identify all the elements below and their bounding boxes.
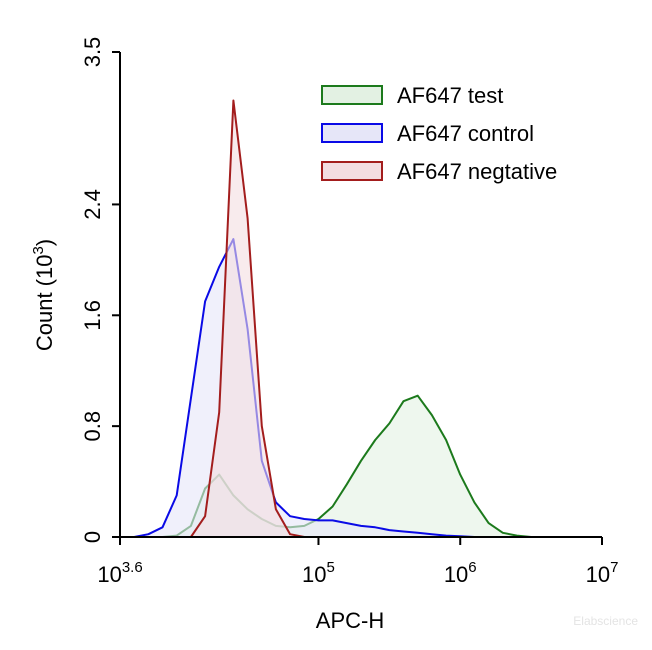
- y-tick-label: 0.8: [80, 411, 105, 442]
- y-axis-label-sup: 3: [30, 246, 47, 254]
- legend-swatch: [321, 85, 383, 105]
- legend-label: AF647 test: [397, 83, 503, 108]
- y-tick-label: 0: [80, 531, 105, 543]
- x-tick-exp: 5: [327, 559, 335, 576]
- x-tick-label: 107: [586, 559, 619, 587]
- x-tick-label: 103.6: [97, 559, 142, 587]
- y-axis-label: Count (103): [30, 239, 57, 351]
- y-axis-label-text: Count (10: [32, 255, 57, 352]
- y-tick-label: 2.4: [80, 189, 105, 220]
- y-tick-label: 1.6: [80, 300, 105, 331]
- legend-label: AF647 negtative: [397, 159, 557, 184]
- watermark: Elabscience: [573, 614, 638, 628]
- legend-label: AF647 control: [397, 121, 534, 146]
- area-fill: [120, 100, 602, 537]
- x-tick-base: 10: [444, 562, 468, 587]
- x-tick-exp: 7: [610, 559, 618, 576]
- legend-swatch: [321, 123, 383, 143]
- x-tick-label: 106: [444, 559, 477, 587]
- x-axis-label: APC-H: [316, 608, 384, 633]
- y-tick-label: 3.5: [80, 37, 105, 68]
- x-tick-base: 10: [97, 562, 121, 587]
- x-tick-base: 10: [586, 562, 610, 587]
- x-tick-exp: 3.6: [122, 559, 143, 576]
- x-tick-exp: 6: [468, 559, 476, 576]
- x-tick-base: 10: [302, 562, 326, 587]
- legend-swatch: [321, 161, 383, 181]
- area-fill: [120, 395, 602, 537]
- y-axis-label-end: ): [32, 239, 57, 246]
- x-tick-label: 105: [302, 559, 335, 587]
